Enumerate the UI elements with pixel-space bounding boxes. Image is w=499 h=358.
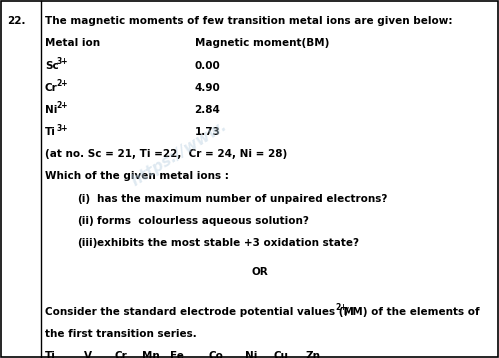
Text: 2.84: 2.84 (195, 105, 221, 115)
Text: Cr: Cr (45, 83, 58, 93)
Text: / M) of the elements of: / M) of the elements of (345, 307, 480, 317)
Text: The magnetic moments of few transition metal ions are given below:: The magnetic moments of few transition m… (45, 16, 453, 26)
Text: (ii): (ii) (77, 216, 94, 226)
Text: (i): (i) (77, 194, 90, 204)
Text: the first transition series.: the first transition series. (45, 329, 197, 339)
Text: 2+: 2+ (335, 303, 347, 312)
Text: Cu: Cu (273, 351, 288, 358)
Text: Consider the standard electrode potential values (M: Consider the standard electrode potentia… (45, 307, 354, 317)
Text: 0.00: 0.00 (195, 61, 221, 71)
Text: Mn: Mn (142, 351, 160, 358)
Text: Ni: Ni (245, 351, 257, 358)
Text: 22.: 22. (7, 16, 26, 26)
Text: Ti: Ti (45, 127, 56, 137)
Text: Fe: Fe (170, 351, 184, 358)
Text: 3+: 3+ (56, 57, 68, 66)
Text: Which of the given metal ions :: Which of the given metal ions : (45, 171, 229, 182)
Text: Sc: Sc (45, 61, 59, 71)
Text: V: V (84, 351, 92, 358)
Text: has the maximum number of unpaired electrons?: has the maximum number of unpaired elect… (97, 194, 388, 204)
Text: Ti: Ti (45, 351, 56, 358)
Text: 4.90: 4.90 (195, 83, 221, 93)
Text: (at no. Sc = 21, Ti =22,  Cr = 24, Ni = 28): (at no. Sc = 21, Ti =22, Cr = 24, Ni = 2… (45, 149, 287, 159)
Text: (iii): (iii) (77, 238, 98, 248)
Text: forms  colourless aqueous solution?: forms colourless aqueous solution? (97, 216, 309, 226)
Text: 2+: 2+ (56, 101, 68, 110)
Text: Ni: Ni (45, 105, 57, 115)
Text: Magnetic moment(BM): Magnetic moment(BM) (195, 38, 329, 48)
Text: Zn: Zn (305, 351, 320, 358)
Text: 2+: 2+ (56, 79, 68, 88)
Text: Cr: Cr (115, 351, 128, 358)
Text: Metal ion: Metal ion (45, 38, 100, 48)
Text: https://www.: https://www. (129, 118, 230, 189)
Text: Co: Co (209, 351, 224, 358)
Text: exhibits the most stable +3 oxidation state?: exhibits the most stable +3 oxidation st… (97, 238, 359, 248)
Text: OR: OR (251, 267, 268, 277)
Text: 3+: 3+ (56, 124, 68, 132)
Text: 1.73: 1.73 (195, 127, 221, 137)
